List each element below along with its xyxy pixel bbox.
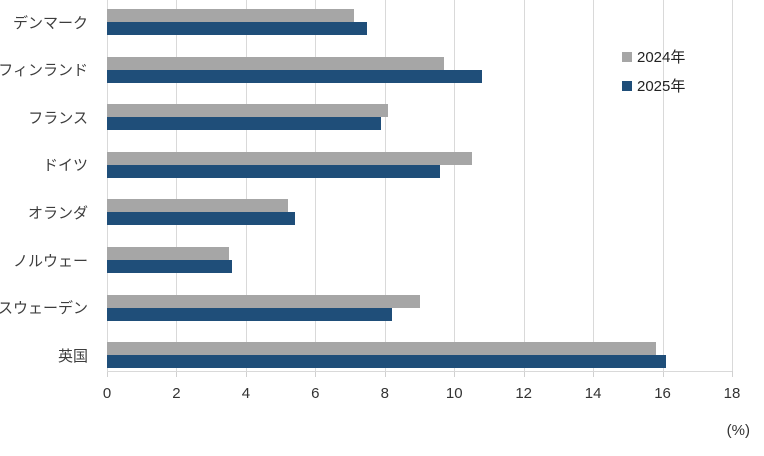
legend-label: 2025年 <box>637 78 686 95</box>
axis-tick <box>662 371 664 377</box>
category-label: 英国 <box>57 347 88 365</box>
axis-unit-label: (%) <box>726 422 750 439</box>
axis-tick <box>732 371 733 377</box>
axis-tick <box>107 371 108 377</box>
gridline <box>107 0 108 371</box>
legend-label: 2024年 <box>637 49 686 66</box>
category-label: フランス <box>28 109 88 127</box>
category-label: スウェーデン <box>0 300 88 318</box>
legend: 2024年 2025年 <box>622 46 685 96</box>
axis-tick <box>384 371 386 377</box>
bar-2024-cat7 <box>107 342 656 356</box>
axis-tick <box>315 371 317 377</box>
gridline <box>523 0 525 371</box>
x-tick-label: 10 <box>445 385 463 402</box>
axis-tick <box>245 371 247 377</box>
x-tick-label: 6 <box>311 385 320 402</box>
bar-2025-cat7 <box>107 355 667 369</box>
gridline <box>245 0 247 371</box>
axis-tick <box>523 371 525 377</box>
bar-2024-cat6 <box>107 294 420 308</box>
x-axis-tick-labels: 0 2 4 6 8 10 12 14 16 18 <box>103 385 741 405</box>
axis-tick <box>454 371 456 377</box>
gridline <box>662 0 664 371</box>
category-label: ドイツ <box>42 157 88 175</box>
category-label: デンマーク <box>12 14 88 32</box>
bar-2025-cat0 <box>107 22 368 35</box>
category-labels: デンマークフィンランドフランスドイツオランダノルウェースウェーデン英国 <box>0 0 92 371</box>
gridline <box>384 0 386 371</box>
bar-2025-cat1 <box>107 69 482 83</box>
x-axis-line <box>107 371 732 372</box>
x-tick-label: 0 <box>102 385 112 402</box>
bar-2024-cat1 <box>107 56 444 70</box>
x-tick-label: 12 <box>515 385 532 402</box>
x-tick-label: 18 <box>723 385 741 402</box>
bar-2025-cat6 <box>107 307 392 321</box>
bar-2025-cat2 <box>107 117 382 131</box>
legend-swatch-2025 <box>622 80 632 91</box>
axis-tick <box>593 371 595 377</box>
x-tick-label: 4 <box>241 385 251 402</box>
gridline <box>176 0 178 371</box>
x-tick-label: 2 <box>172 385 181 402</box>
bar-2024-cat4 <box>107 199 288 213</box>
plot-area <box>107 0 733 377</box>
bar-2024-cat0 <box>107 9 354 22</box>
gridline <box>315 0 317 371</box>
x-tick-label: 8 <box>380 385 389 402</box>
gridline <box>593 0 595 371</box>
legend-item-2025: 2025年 <box>622 75 685 96</box>
bar-2024-cat3 <box>107 151 472 165</box>
x-tick-label: 14 <box>584 385 602 402</box>
bar-2025-cat3 <box>107 164 441 178</box>
legend-swatch-2024 <box>622 51 632 62</box>
bar-2025-cat5 <box>107 260 232 273</box>
axis-tick <box>176 371 178 377</box>
gridline <box>454 0 456 371</box>
category-label: ノルウェー <box>12 252 88 270</box>
gridline <box>732 0 733 371</box>
category-label: オランダ <box>27 204 88 222</box>
bar-2025-cat4 <box>107 212 295 226</box>
bar-2024-cat5 <box>107 247 229 260</box>
bar-2024-cat2 <box>107 104 389 118</box>
x-tick-label: 16 <box>654 385 671 402</box>
legend-item-2024: 2024年 <box>622 46 685 67</box>
category-label: フィンランド <box>0 62 88 80</box>
